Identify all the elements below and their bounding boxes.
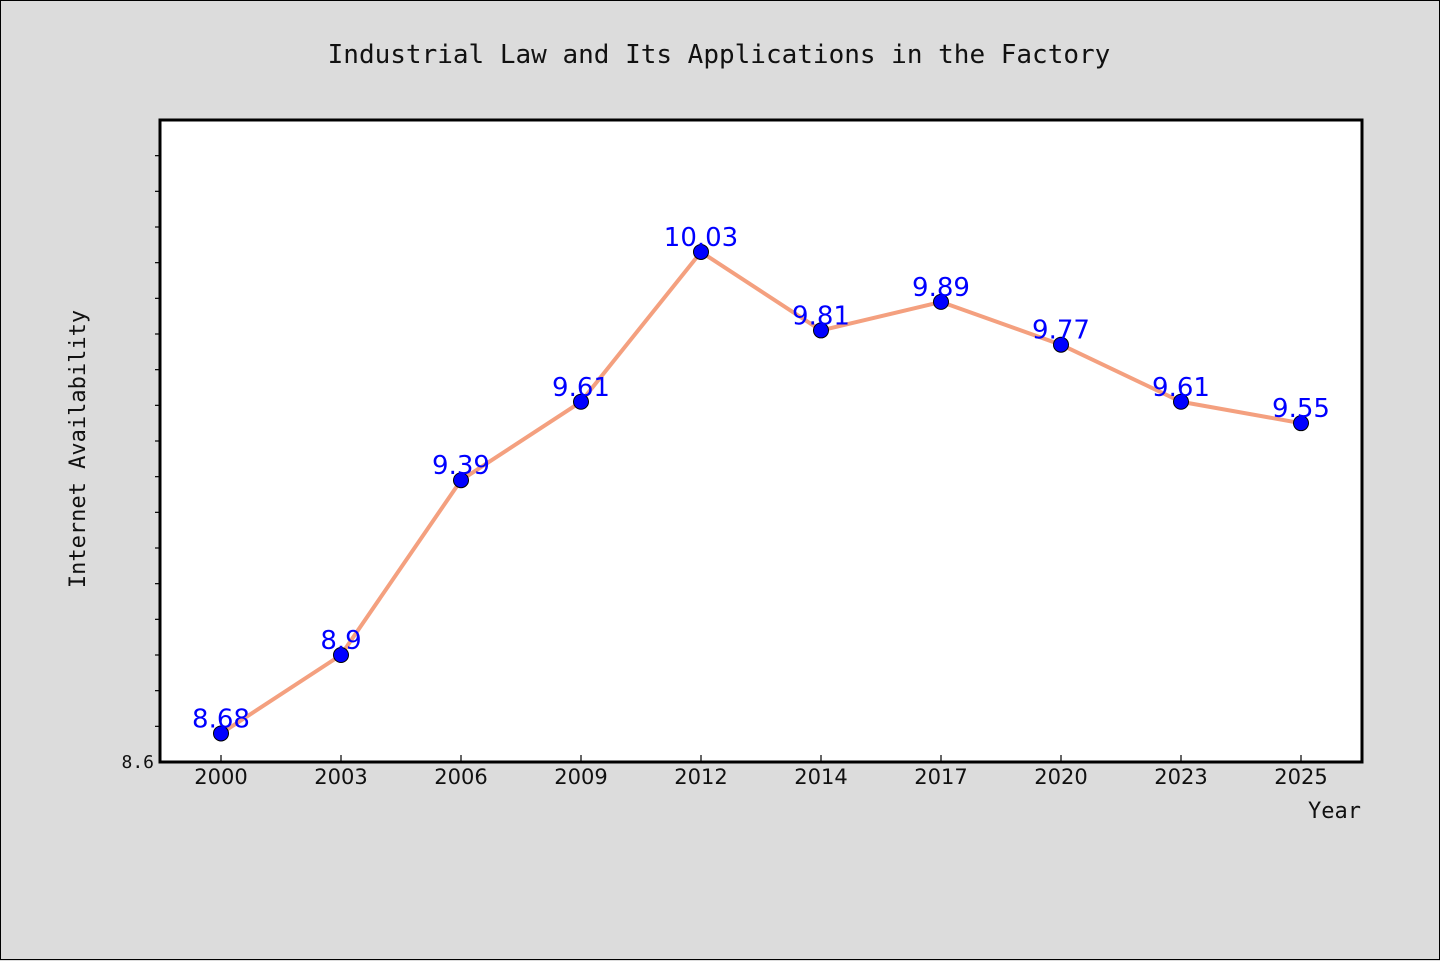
chart-title: Industrial Law and Its Applications in t…: [328, 40, 1111, 70]
data-labels: 8.68 8.9 9.39 9.61 10.03 9.81 9.89 9.77 9.61 9.55: [192, 223, 1330, 735]
data-point: [933, 293, 949, 310]
data-label: 9.55: [1272, 394, 1330, 424]
data-label: 8.68: [192, 704, 250, 734]
x-tick-label: 2009: [554, 765, 607, 789]
x-tick-label: 2020: [1034, 765, 1087, 789]
data-label: 9.81: [792, 301, 850, 331]
data-label: 9.61: [552, 373, 610, 403]
x-tick-label: 2017: [914, 765, 967, 789]
x-tick-label: 2014: [794, 765, 847, 789]
x-axis-label: Year: [1308, 799, 1361, 824]
data-point: [213, 725, 229, 742]
data-label: 10.03: [664, 223, 738, 253]
data-label: 9.89: [912, 273, 970, 303]
y-axis-ticks: 8.6: [121, 155, 160, 773]
data-point: [693, 243, 709, 260]
x-tick-label: 2000: [194, 765, 247, 789]
y-tick-label: 8.6: [121, 752, 154, 773]
data-label: 9.61: [1152, 373, 1210, 403]
data-label: 9.77: [1032, 316, 1090, 346]
data-label: 9.39: [432, 451, 490, 481]
data-point: [453, 472, 469, 489]
x-tick-label: 2023: [1154, 765, 1207, 789]
x-tick-label: 2025: [1274, 765, 1327, 789]
x-tick-label: 2003: [314, 765, 367, 789]
x-tick-label: 2012: [674, 765, 727, 789]
data-point: [333, 647, 349, 663]
data-point: [573, 393, 589, 410]
plot-area: [158, 118, 1364, 764]
x-tick-label: 2006: [434, 765, 487, 789]
data-point: [813, 322, 829, 339]
x-axis-ticks: 2000 2003 2006 2009 2012 2014 2017 2020 2023 2025: [194, 755, 1328, 789]
data-series: [213, 243, 1309, 742]
data-point: [1293, 415, 1309, 432]
data-label: 8.9: [320, 626, 361, 656]
data-point: [1053, 336, 1069, 353]
data-point: [1173, 393, 1189, 410]
series-line: [219, 249, 1302, 736]
y-axis-label: Internet Availability: [66, 310, 91, 588]
